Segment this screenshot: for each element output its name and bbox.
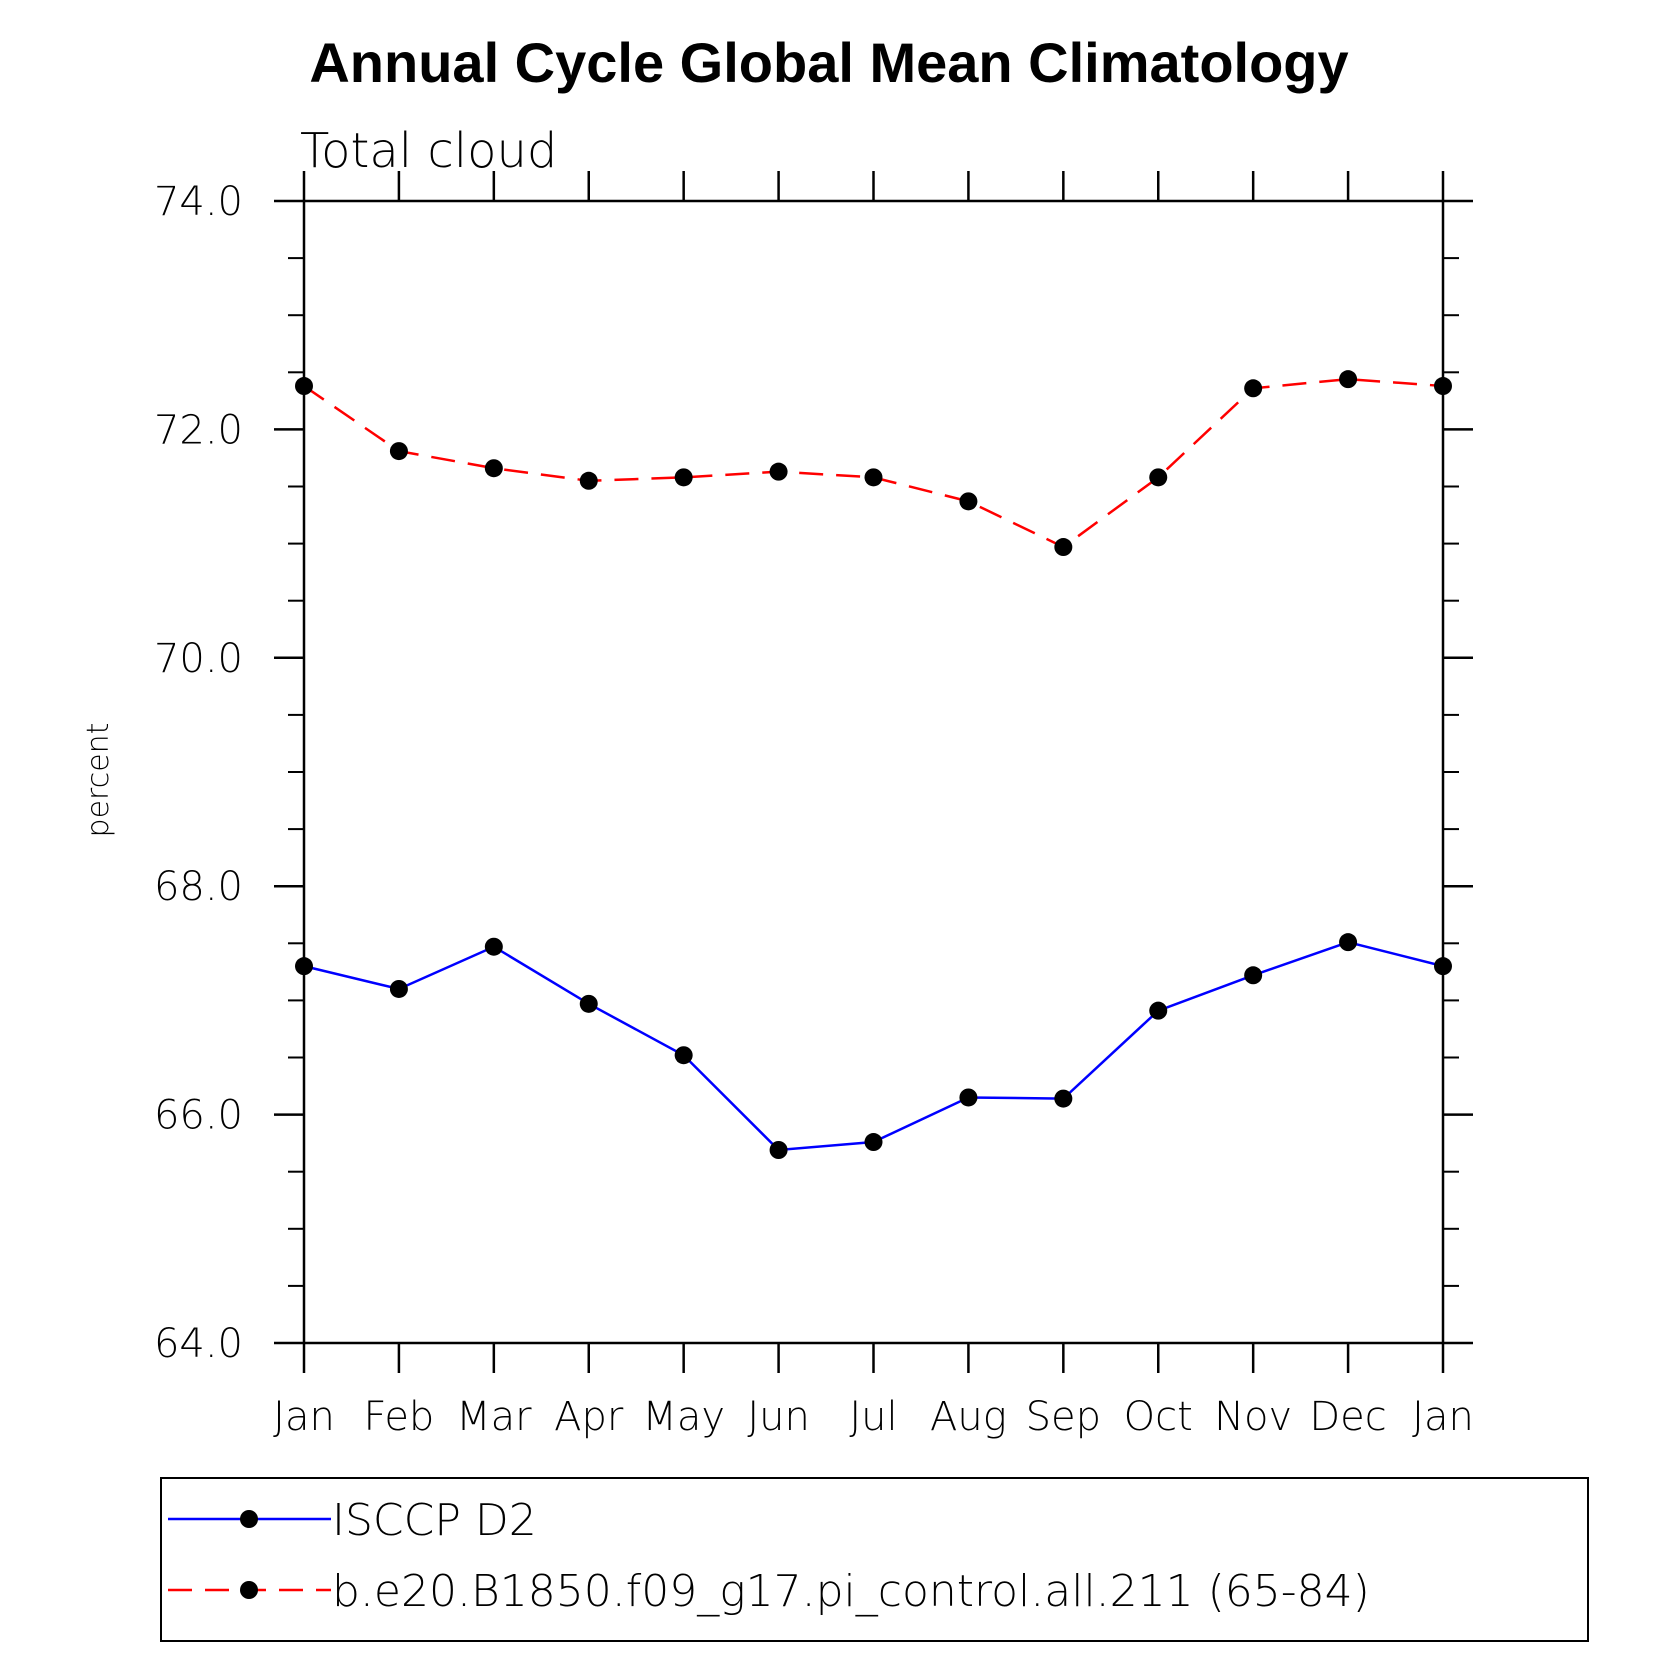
- series-1-point: [674, 468, 693, 487]
- series-0-point: [484, 937, 503, 956]
- series-1-point: [1149, 468, 1168, 487]
- series-0-point: [1244, 966, 1263, 985]
- x-tick-label: Jan: [1412, 1394, 1474, 1440]
- series-1-point: [1244, 379, 1263, 398]
- x-tick-label: Apr: [554, 1394, 624, 1440]
- series-1-point: [389, 442, 408, 461]
- tick-labels: Jan Feb Mar Apr May Jun Jul Aug Sep Oct Nov Dec Jan 6…: [154, 179, 1474, 1440]
- x-tick-label: Mar: [456, 1394, 532, 1440]
- series-1-point: [959, 492, 978, 511]
- y-tick-label: 68.0: [154, 864, 243, 910]
- series-0-point: [1149, 1001, 1168, 1020]
- y-tick-label: 74.0: [154, 179, 243, 225]
- x-tick-label: Nov: [1214, 1394, 1292, 1440]
- x-tick-label: Feb: [364, 1394, 435, 1440]
- chart-subtitle: Total cloud: [300, 123, 557, 179]
- series-layer: [295, 370, 1452, 1160]
- axes-layer: [274, 171, 1473, 1373]
- y-tick-label: 70.0: [154, 636, 243, 682]
- y-tick-label: 66.0: [154, 1093, 243, 1139]
- legend-marker-model: [240, 1581, 258, 1599]
- series-1-point: [1339, 370, 1358, 389]
- series-0-point: [959, 1088, 978, 1107]
- x-tick-label: Jan: [273, 1394, 335, 1440]
- series-0-point: [389, 979, 408, 998]
- series-line-1: [303, 377, 1444, 549]
- x-tick-label: Dec: [1309, 1394, 1386, 1440]
- series-0-point: [1054, 1089, 1073, 1108]
- y-axis-label: percent: [81, 723, 116, 838]
- series-0-point: [1339, 933, 1358, 952]
- series-0-point: [864, 1133, 883, 1152]
- series-1-point: [1054, 538, 1073, 557]
- series-1-point: [864, 468, 883, 487]
- legend-marker-isccp: [240, 1510, 258, 1528]
- x-tick-label: Aug: [930, 1394, 1007, 1440]
- chart-title: Annual Cycle Global Mean Climatology: [309, 31, 1348, 94]
- y-tick-label: 64.0: [154, 1321, 243, 1367]
- legend-label-isccp: ISCCP D2: [332, 1495, 537, 1546]
- legend: ISCCP D2 b.e20.B1850.f09_g17.pi_control.…: [160, 1477, 1589, 1642]
- series-line-0: [303, 940, 1444, 1152]
- plot-frame: [302, 199, 1445, 1345]
- x-tick-label: Jun: [747, 1394, 810, 1440]
- series-0-point: [769, 1141, 788, 1160]
- series-0-point: [674, 1046, 693, 1065]
- series-1-point: [484, 459, 503, 478]
- y-tick-label: 72.0: [154, 407, 243, 453]
- x-tick-label: Sep: [1026, 1394, 1101, 1440]
- x-tick-label: Jul: [849, 1394, 897, 1440]
- series-1-point: [579, 471, 598, 490]
- series-1-point: [769, 462, 788, 481]
- series-0-point: [579, 994, 598, 1013]
- legend-box: [160, 1477, 1589, 1642]
- x-tick-label: May: [642, 1394, 725, 1440]
- x-tick-label: Oct: [1124, 1394, 1193, 1440]
- legend-label-model: b.e20.B1850.f09_g17.pi_control.all.211 (…: [332, 1566, 1370, 1617]
